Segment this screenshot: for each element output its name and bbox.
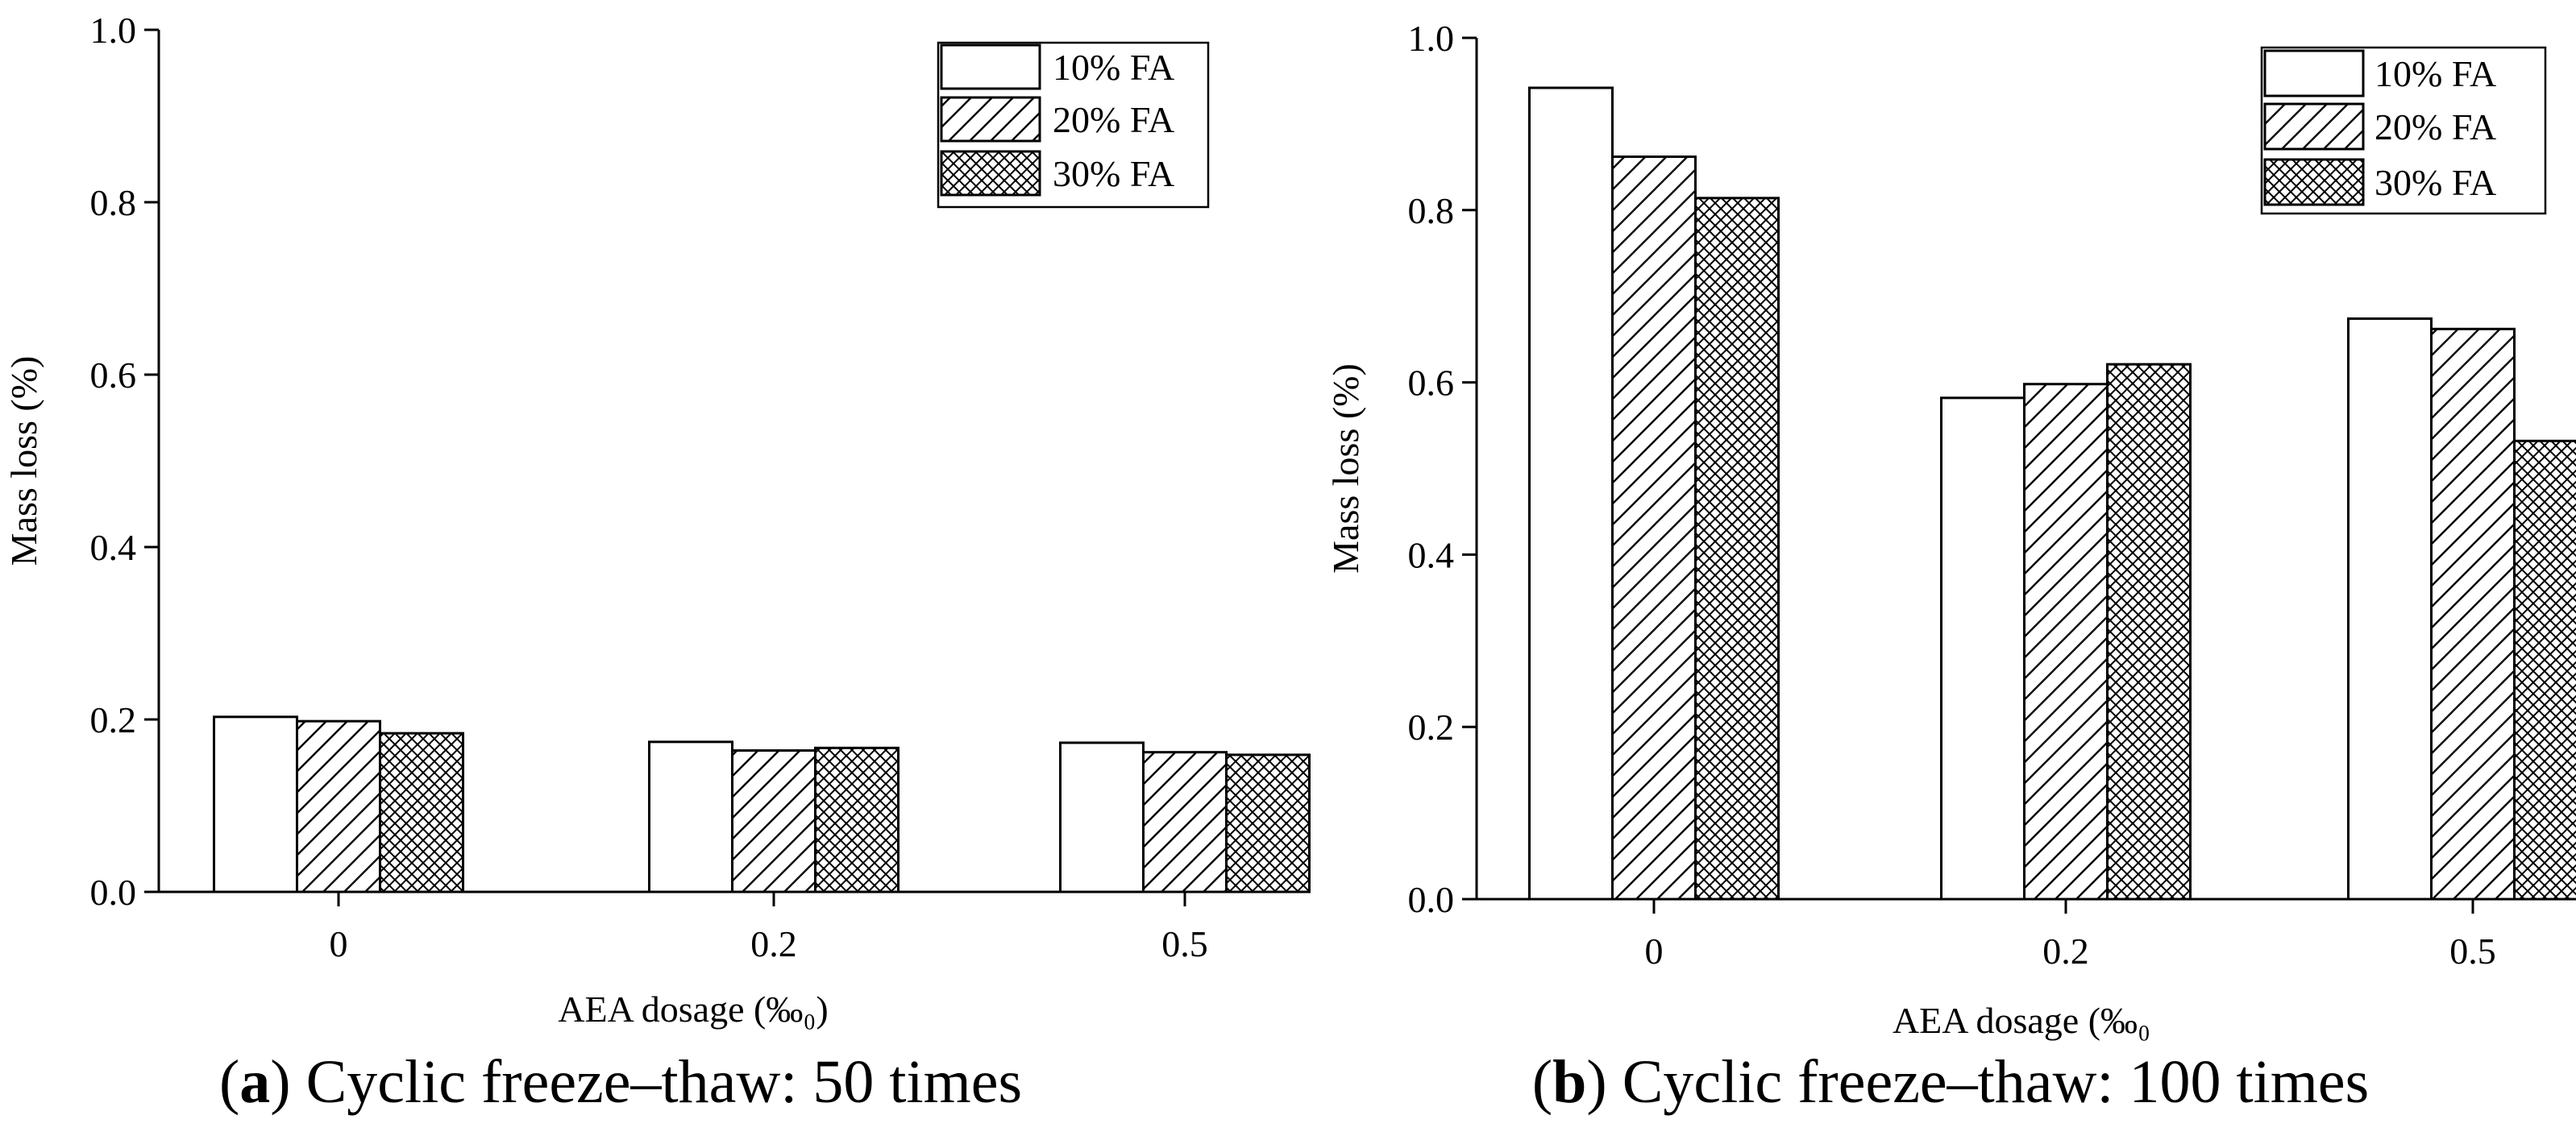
y-tick-label-b-2: 0.4: [1408, 534, 1455, 575]
bar-b-0.2-10FA: [1940, 396, 2025, 901]
legend-swatch-a-0: [940, 44, 1041, 90]
legend-label-b-0: 10% FA: [2374, 53, 2496, 94]
y-tick-label-b-0: 0.0: [1408, 879, 1455, 920]
x-tick-label-a-2: 0.5: [1161, 923, 1208, 964]
caption-a-letter: a: [239, 1048, 271, 1116]
x-axis-title-b: AEA dosage (‰₀: [1893, 1000, 2150, 1041]
bar-b-0-20FA: [1611, 155, 1697, 901]
y-axis-title-b: Mass loss (%): [1325, 363, 1366, 574]
x-tick-label-a-1: 0.2: [750, 923, 797, 964]
legend-swatch-a-2: [940, 150, 1041, 197]
legend-label-a-2: 30% FA: [1053, 153, 1174, 194]
x-tick-label-a-0: 0: [330, 923, 348, 964]
bar-b-0-30FA: [1694, 197, 1780, 901]
y-tick-label-b-5: 1.0: [1408, 18, 1455, 59]
y-tick-label-a-5: 1.0: [90, 10, 137, 51]
y-tick-label-b-3: 0.6: [1408, 363, 1455, 404]
y-tick-label-b-1: 0.2: [1408, 707, 1455, 748]
caption-a-text: ) Cyclic freeze–thaw: 50 times: [270, 1048, 1023, 1116]
caption-b: (b) Cyclic freeze–thaw: 100 times: [1531, 1048, 2370, 1116]
x-axis-title-a: AEA dosage (‰₀): [558, 989, 828, 1030]
bar-a-0-20FA: [296, 719, 381, 893]
bar-a-0.2-30FA: [814, 746, 900, 893]
y-tick-label-a-3: 0.6: [90, 354, 137, 396]
bar-b-0.2-20FA: [2023, 383, 2109, 901]
caption-a: (a) Cyclic freeze–thaw: 50 times: [218, 1048, 1023, 1116]
bar-b-0.5-20FA: [2430, 327, 2516, 901]
legend-swatch-b-1: [2263, 102, 2365, 151]
x-tick-label-b-2: 0.5: [2449, 931, 2496, 972]
legend-label-a-1: 20% FA: [1053, 99, 1174, 140]
legend-swatch-a-1: [940, 96, 1041, 143]
bar-a-0.2-10FA: [648, 740, 733, 893]
caption-b-letter: b: [1552, 1048, 1587, 1116]
legend-label-a-0: 10% FA: [1053, 47, 1174, 88]
bar-a-0.5-10FA: [1059, 741, 1145, 893]
bar-b-0.5-30FA: [2513, 439, 2576, 901]
legend-label-b-2: 30% FA: [2374, 162, 2496, 203]
y-tick-label-b-4: 0.8: [1408, 190, 1455, 231]
x-tick-label-b-1: 0.2: [2042, 931, 2089, 972]
bar-a-0-10FA: [213, 715, 298, 893]
y-tick-label-a-2: 0.4: [90, 527, 137, 568]
bar-b-0.2-30FA: [2106, 363, 2192, 901]
legend-swatch-b-0: [2263, 49, 2365, 97]
y-tick-label-a-4: 0.8: [90, 182, 137, 223]
y-axis-title-a: Mass loss (%): [3, 356, 44, 566]
legend-label-b-1: 20% FA: [2374, 106, 2496, 147]
bar-b-0-10FA: [1528, 86, 1614, 901]
bar-a-0-30FA: [379, 732, 464, 893]
y-tick-label-a-0: 0.0: [90, 872, 137, 913]
chart-panel-b: 0.0 0.2 0.4 0.6 0.8 1.0 0 0.2 0.5 Mass loss (%) AE…: [1325, 18, 2576, 1041]
legend-swatch-b-2: [2263, 158, 2365, 206]
bar-b-0.5-10FA: [2347, 317, 2433, 901]
bar-a-0.5-20FA: [1142, 751, 1228, 893]
bar-a-0.5-30FA: [1225, 753, 1311, 893]
y-tick-label-a-1: 0.2: [90, 699, 137, 740]
chart-panel-a: 0.0 0.2 0.4 0.6 0.8 1.0 0 0.2 0.5 Mass loss (%) AE…: [3, 10, 1311, 1030]
caption-b-text: ) Cyclic freeze–thaw: 100 times: [1586, 1048, 2370, 1116]
bar-a-0.2-20FA: [731, 749, 816, 893]
x-tick-label-b-0: 0: [1645, 931, 1664, 972]
